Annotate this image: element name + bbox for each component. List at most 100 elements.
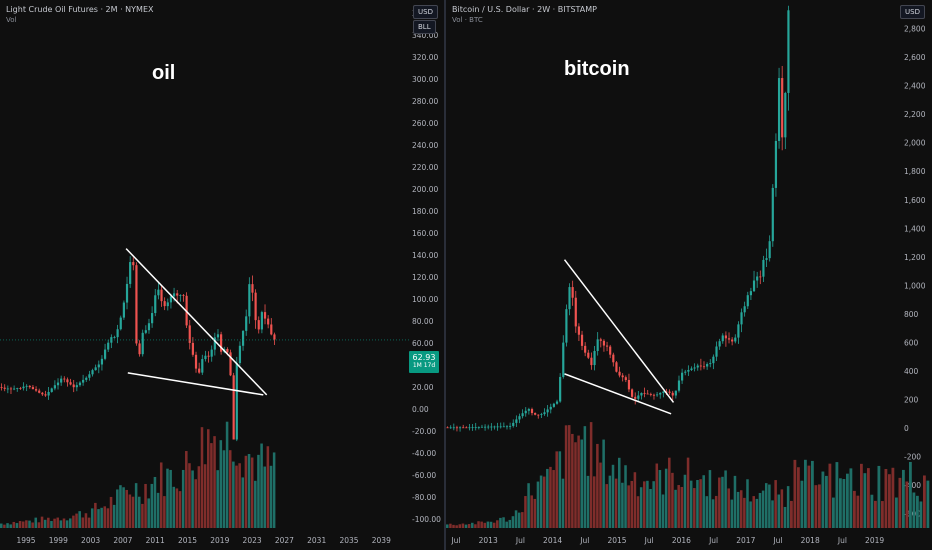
oil-candle-body: [248, 284, 251, 317]
btc-candle-body: [630, 389, 634, 397]
oil-candle-body: [226, 348, 229, 353]
btc-volume-bar: [749, 501, 752, 528]
btc-volume-bar: [480, 521, 483, 528]
btc-volume-bar: [639, 487, 643, 528]
btc-candle-body: [490, 426, 493, 428]
btc-candle-body: [605, 345, 609, 347]
btc-candle-body: [687, 369, 690, 372]
oil-x-tick-label: 1999: [49, 536, 68, 545]
btc-volume-bar: [804, 459, 807, 528]
btc-volume-bar: [524, 496, 527, 528]
btc-volume-bar: [686, 457, 690, 528]
oil-candle-body: [270, 324, 273, 335]
btc-volume-bar: [755, 498, 759, 528]
oil-volume-bar: [87, 517, 91, 528]
oil-currency-usd-button[interactable]: USD: [413, 5, 438, 19]
oil-x-tick-label: 2035: [339, 536, 358, 545]
btc-volume-bar: [839, 478, 842, 528]
oil-chart-pane[interactable]: 360.00340.00320.00300.00280.00260.00240.…: [0, 0, 446, 550]
oil-y-tick-label: 60.00: [412, 339, 434, 348]
oil-volume-bar: [56, 517, 59, 528]
oil-y-tick-label: 280.00: [412, 97, 438, 106]
oil-volume-bar: [213, 436, 216, 528]
btc-y-tick-label: 1,200: [904, 253, 926, 262]
btc-volume-bar: [814, 485, 818, 528]
oil-volume-bar: [260, 443, 263, 528]
oil-volume-bar: [150, 483, 154, 528]
oil-candle-body: [166, 302, 169, 307]
btc-candle-body: [693, 367, 696, 369]
oil-y-tick-label: 160.00: [412, 229, 438, 238]
oil-candle-body: [210, 349, 213, 357]
btc-volume-bar: [574, 442, 577, 528]
oil-volume-bar: [40, 516, 44, 528]
oil-volume-bar: [244, 455, 248, 528]
oil-volume-bar: [266, 446, 270, 528]
btc-volume-bar: [790, 500, 793, 528]
btc-volume-bar: [768, 484, 771, 528]
oil-candle-body: [254, 292, 257, 321]
oil-candle-body: [220, 334, 223, 352]
btc-currency-usd-button[interactable]: USD: [900, 5, 925, 19]
btc-candle-body: [715, 346, 718, 357]
oil-volume-bar: [43, 519, 47, 528]
oil-y-tick-label: 120.00: [412, 273, 438, 282]
btc-candle-body: [762, 259, 765, 277]
oil-volume-bar: [90, 508, 94, 528]
btc-y-tick-label: -400: [904, 481, 921, 490]
btc-volume-bar: [533, 498, 537, 528]
btc-volume-bar: [711, 499, 715, 528]
oil-volume-bar: [228, 450, 232, 528]
oil-volume-bar: [153, 476, 157, 528]
btc-volume-bar: [718, 477, 721, 528]
oil-x-tick-label: 1995: [16, 536, 35, 545]
oil-volume-bar: [75, 513, 78, 528]
oil-candle-body: [251, 284, 254, 293]
btc-volume-bar: [739, 490, 743, 528]
btc-volume-bar: [530, 495, 533, 528]
btc-y-tick-label: 1,800: [904, 167, 926, 176]
btc-candle-body: [702, 366, 706, 368]
btc-volume-bar: [636, 496, 640, 528]
pane-divider[interactable]: [444, 0, 446, 550]
btc-candle-body: [446, 427, 449, 429]
oil-volume-bar: [175, 488, 179, 528]
oil-volume-bar: [210, 443, 213, 528]
btc-chart-header: Bitcoin / U.S. Dollar · 2W · BITSTAMP: [452, 5, 598, 14]
oil-candle-body: [6, 388, 9, 390]
oil-volume-bar: [232, 461, 235, 528]
btc-chart-canvas[interactable]: 2,800 2,600 2,400 2,200 2,000 1,800 1,600 1,400…: [446, 0, 932, 550]
btc-candle-body: [540, 414, 543, 415]
btc-candle-body: [674, 390, 677, 396]
btc-volume-bar: [807, 465, 811, 528]
oil-volume-bar: [172, 486, 176, 528]
oil-y-tick-label: 0.00: [412, 405, 429, 414]
btc-candle-body: [768, 241, 771, 259]
btc-candle-body: [677, 380, 681, 391]
oil-volume-bar: [250, 457, 254, 528]
btc-candle-body: [515, 419, 518, 423]
oil-trendline: [125, 248, 268, 396]
btc-x-tick-label: 2014: [543, 536, 562, 545]
btc-x-tick-label: Jul: [450, 536, 460, 545]
btc-volume-bar: [818, 484, 821, 528]
oil-volume-bar: [84, 513, 88, 528]
oil-candle-body: [198, 368, 201, 373]
oil-candle-body: [273, 334, 276, 340]
oil-volume-bar: [241, 477, 245, 528]
btc-candle-body: [521, 413, 524, 417]
btc-volume-bar: [867, 468, 870, 528]
oil-candle-body: [94, 367, 97, 371]
oil-candle-body: [53, 385, 56, 389]
oil-unit-bll-button[interactable]: BLL: [413, 20, 436, 34]
btc-volume-bar: [898, 477, 902, 528]
oil-candle-body: [3, 387, 6, 389]
oil-chart-canvas[interactable]: 360.00340.00320.00300.00280.00260.00240.…: [0, 0, 446, 550]
oil-candle-body: [229, 352, 232, 376]
btc-volume-bar: [517, 512, 521, 528]
btc-volume-bar: [471, 522, 474, 528]
btc-volume-bar: [596, 443, 599, 528]
btc-chart-pane[interactable]: 2,800 2,600 2,400 2,200 2,000 1,800 1,600 1,400…: [446, 0, 932, 550]
oil-candle-body: [56, 382, 60, 386]
oil-volume-bar: [225, 421, 229, 528]
